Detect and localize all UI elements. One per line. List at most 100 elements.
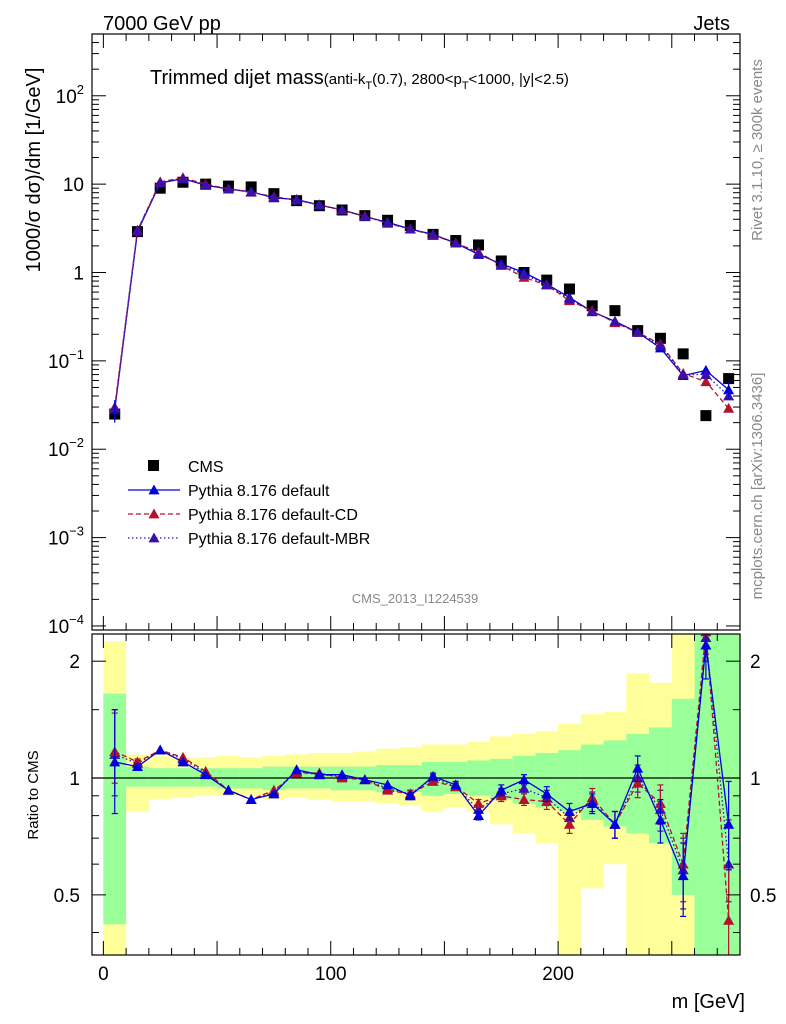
main-marker-dotted [473, 247, 485, 258]
analysis-id: CMS_2013_I1224539 [352, 591, 479, 606]
main-line-dashed [114, 177, 730, 409]
main-marker-dotted [700, 369, 712, 379]
ratio-marker-solid [450, 779, 462, 790]
xlabel: m [GeV] [672, 991, 745, 1013]
cms-data-point [700, 410, 712, 422]
main-ytick-base: 10 [48, 352, 69, 373]
ratio-ytick-label: 0.5 [54, 886, 80, 907]
ratio-marker-dashed [518, 794, 530, 804]
main-ytick-label: 10−3 [48, 524, 84, 550]
legend-label: Pythia 8.176 default-MBR [188, 531, 370, 548]
ratio-marker-solid [222, 784, 234, 795]
ratio-marker-solid [109, 756, 121, 767]
main-ytick-base: 10 [48, 617, 69, 638]
ratio-band-green [580, 744, 604, 820]
ratio-marker-solid [473, 810, 485, 821]
ratio-marker-solid [336, 769, 348, 780]
main-marker-dotted [313, 199, 325, 210]
main-marker-dotted [404, 223, 416, 234]
ratio-line-solid [114, 645, 730, 877]
main-marker-dotted [495, 259, 507, 270]
mcplots-text: mcplots.cern.ch [arXiv:1306.3436] [749, 373, 766, 600]
main-marker-dotted [177, 172, 189, 183]
main-marker-dotted [427, 228, 439, 239]
main-ylabel: 1000/σ dσ)/dm [1/GeV] [23, 68, 45, 273]
cms-data-point [654, 332, 666, 344]
ratio-marker-solid [154, 744, 166, 755]
ratio-marker-solid [609, 818, 621, 829]
main-ytick-label: 10−1 [48, 347, 84, 373]
ratio-ytick-label-right: 0.5 [750, 886, 776, 907]
main-marker-dotted [563, 293, 575, 304]
ratio-marker-solid [723, 818, 735, 829]
ratio-xtick-label: 0 [98, 964, 109, 985]
ratio-marker-solid [700, 639, 712, 650]
ratio-marker-solid [586, 797, 598, 808]
main-panel-series [109, 172, 735, 423]
ratio-ylabel: Ratio to CMS [25, 750, 42, 839]
main-marker-dotted [654, 339, 666, 350]
main-ytick-exp: −4 [69, 612, 84, 627]
ratio-marker-solid [518, 774, 530, 785]
plot-title-sub1: T [365, 80, 372, 92]
ratio-marker-solid [313, 769, 325, 780]
ratio-band-green [126, 766, 149, 787]
main-ytick-label: 10 [63, 175, 84, 196]
ratio-marker-solid [677, 870, 689, 881]
ratio-marker-solid [563, 805, 575, 816]
ratio-marker-solid [200, 769, 212, 780]
ratio-marker-solid [541, 788, 553, 799]
ratio-marker-solid [632, 762, 644, 773]
main-marker-dotted [450, 237, 462, 248]
main-ytick-exp: 2 [77, 82, 84, 97]
main-ytick-exp: −1 [69, 347, 84, 362]
main-marker-dotted [268, 191, 280, 202]
main-ytick-label: 102 [56, 82, 84, 108]
main-ytick-exp: −3 [69, 524, 84, 539]
ratio-panel-series [109, 634, 735, 955]
ratio-marker-solid [245, 794, 257, 804]
ratio-xtick-label: 200 [542, 964, 574, 985]
ratio-band-green [558, 750, 581, 812]
cms-data-point [563, 283, 575, 295]
ratio-panel-frame [91, 633, 741, 956]
ratio-marker-solid [427, 770, 439, 781]
ratio-marker-solid [382, 779, 394, 790]
ratio-band-green [603, 740, 627, 827]
cms-data-point [473, 239, 485, 251]
main-ytick-base: 10 [56, 87, 77, 108]
ratio-marker-solid [268, 788, 280, 799]
plot-title-main: Trimmed dijet mass [150, 67, 324, 89]
main-marker-dotted [131, 224, 143, 235]
ratio-marker-dotted [518, 782, 530, 793]
header-right: Jets [693, 13, 730, 35]
main-marker-dashed [723, 402, 735, 413]
plot-title-detail-mid: (0.7), 2800<p [372, 71, 462, 88]
ratio-marker-solid [177, 756, 189, 767]
main-panel-frame [91, 33, 741, 631]
main-ytick-label: 10−4 [48, 612, 84, 638]
main-ytick-label: 10−2 [48, 435, 84, 461]
main-marker-dotted [359, 211, 371, 221]
ratio-marker-dashed [632, 777, 644, 788]
main-marker-dotted [154, 177, 166, 188]
ratio-marker-solid [404, 790, 416, 801]
cms-data-point [677, 348, 689, 360]
main-marker-dotted [382, 217, 394, 228]
legend-marker-dotted [148, 532, 160, 543]
ratio-marker-dashed [563, 818, 575, 829]
main-marker-dotted [222, 183, 234, 194]
ratio-marker-dashed [723, 914, 735, 925]
ratio-marker-solid [291, 764, 303, 775]
ratio-band-green [489, 758, 513, 800]
legend-label: Pythia 8.176 default [188, 483, 330, 500]
rivet-version-text: Rivet 3.1.10, ≥ 300k events [749, 59, 766, 241]
ratio-marker-solid [359, 774, 371, 785]
cms-data-point [723, 373, 735, 385]
legend-marker-solid [148, 484, 160, 495]
main-marker-dotted [677, 369, 689, 379]
legend-marker-dashed [148, 508, 160, 519]
main-marker-dashed [700, 376, 712, 387]
ratio-band-green [694, 634, 718, 955]
